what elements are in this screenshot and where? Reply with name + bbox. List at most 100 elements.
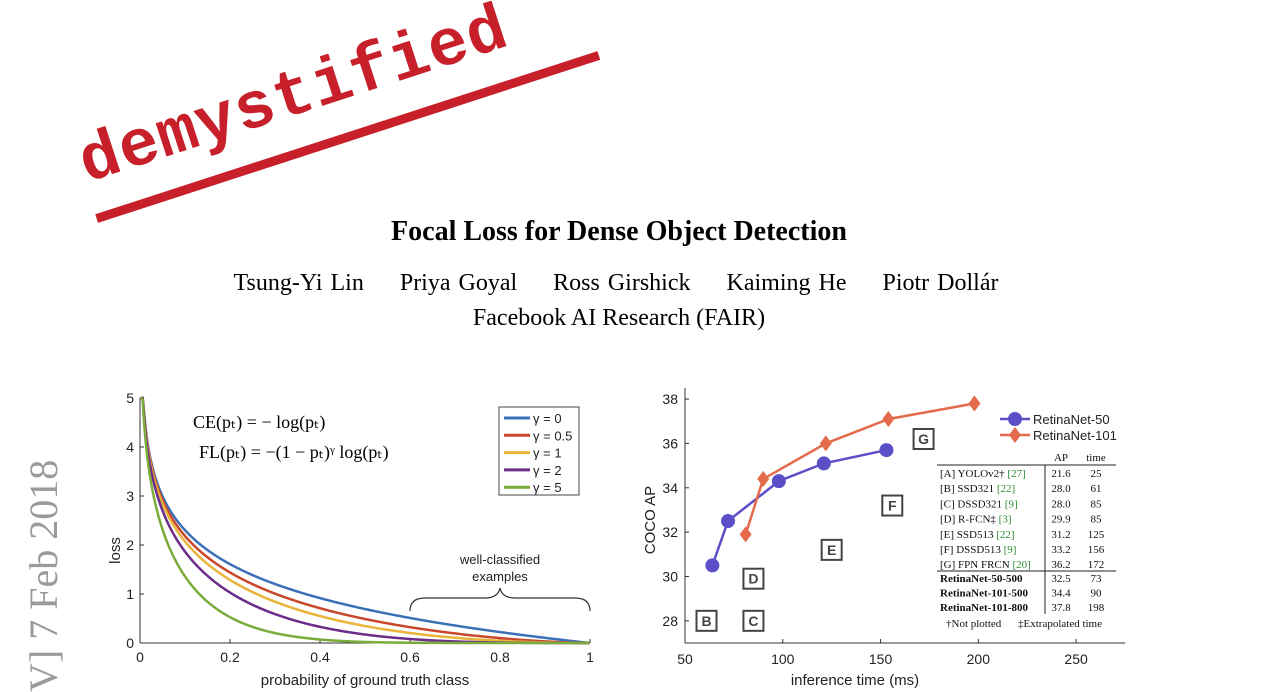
x-axis-label: probability of ground truth class <box>261 672 469 689</box>
table-method-name: [E] SSD513 <box>940 529 996 541</box>
y-tick-label: 5 <box>126 390 134 406</box>
data-point <box>816 456 831 471</box>
y-axis-label: COCO AP <box>642 486 659 554</box>
legend-label: γ = 2 <box>533 463 562 478</box>
x-tick-label: 0 <box>136 649 144 665</box>
table-ref: [9] <box>1004 544 1017 556</box>
y-tick-label: 4 <box>126 439 134 455</box>
table-ap: 33.2 <box>1051 544 1070 556</box>
table-ap: 36.2 <box>1051 559 1070 571</box>
series-line <box>140 396 590 645</box>
table-ap: 28.0 <box>1051 483 1071 495</box>
method-label: F <box>888 498 897 514</box>
table-method: [G] FPN FRCN [20] <box>940 559 1031 571</box>
y-tick-label: 3 <box>126 488 134 504</box>
table-time: 25 <box>1091 468 1103 480</box>
table-method-name: [A] YOLOv2† <box>940 468 1007 480</box>
y-tick-label: 0 <box>126 635 134 651</box>
table-ap: 34.4 <box>1051 588 1071 600</box>
annotation-text: examples <box>472 569 528 584</box>
series-line <box>711 448 887 566</box>
table-time: 90 <box>1091 588 1103 600</box>
table-time: 85 <box>1091 514 1103 526</box>
y-tick-label: 30 <box>662 568 678 584</box>
table-method-name: [B] SSD321 <box>940 483 997 495</box>
method-label: C <box>748 613 758 629</box>
series-line <box>140 396 590 645</box>
legend-label: RetinaNet-101 <box>1033 428 1117 443</box>
author: Piotr Dollár <box>882 270 999 296</box>
legend-label: γ = 5 <box>533 480 562 495</box>
table-ref: [22] <box>997 483 1015 495</box>
author: Kaiming He <box>726 270 847 296</box>
table-method: RetinaNet-50-500 <box>940 573 1023 585</box>
table-header: time <box>1086 452 1106 464</box>
y-tick-label: 28 <box>662 613 678 629</box>
x-tick-label: 200 <box>967 651 991 667</box>
table-ref: [20] <box>1012 559 1030 571</box>
x-tick-label: 250 <box>1064 651 1088 667</box>
y-tick-label: 38 <box>662 391 678 407</box>
legend-marker <box>1009 427 1021 443</box>
x-tick-label: 0.6 <box>400 649 420 665</box>
legend-label: γ = 1 <box>533 446 562 461</box>
author: Priya Goyal <box>399 270 518 296</box>
table-ref: [3] <box>999 514 1012 526</box>
table-ap: 31.2 <box>1051 529 1070 541</box>
x-tick-label: 50 <box>677 651 693 667</box>
table-method: RetinaNet-101-800 <box>940 602 1028 614</box>
y-tick-label: 34 <box>662 480 678 496</box>
x-tick-label: 0.8 <box>490 649 510 665</box>
data-point <box>739 526 752 543</box>
y-tick-label: 2 <box>126 537 134 553</box>
method-label: E <box>827 542 836 558</box>
table-footnote: ‡Extrapolated time <box>1018 618 1102 630</box>
table-method-name: [G] FPN FRCN <box>940 559 1012 571</box>
author-list: Tsung-Yi Lin Priya Goyal Ross Girshick K… <box>0 270 1232 297</box>
table-method-name: [F] DSSD513 <box>940 544 1004 556</box>
paper-title: Focal Loss for Dense Object Detection <box>391 216 847 247</box>
x-axis-label: inference time (ms) <box>791 672 919 689</box>
table-footnote: †Not plotted <box>946 618 1002 630</box>
legend-label: γ = 0 <box>533 411 562 426</box>
table-method: [D] R-FCN‡ [3] <box>940 514 1012 526</box>
data-point <box>705 558 720 573</box>
data-point <box>757 470 770 487</box>
method-marker <box>912 428 935 450</box>
x-tick-label: 1 <box>586 649 594 665</box>
legend-label: γ = 0.5 <box>533 428 572 443</box>
table-method: [C] DSSD321 [9] <box>940 498 1018 510</box>
method-marker <box>881 494 904 517</box>
data-point <box>771 474 786 489</box>
table-method: [A] YOLOv2† [27] <box>940 468 1026 480</box>
y-tick-label: 36 <box>662 435 678 451</box>
data-point <box>721 514 736 529</box>
x-tick-label: 150 <box>869 651 893 667</box>
table-method: [B] SSD321 [22] <box>940 483 1015 495</box>
table-ap: 32.5 <box>1051 573 1071 585</box>
method-marker <box>695 609 718 632</box>
annotation-brace <box>409 587 591 612</box>
method-label: G <box>918 431 929 447</box>
x-tick-label: 0.4 <box>310 649 330 665</box>
y-axis-label: loss <box>107 537 124 564</box>
table-method: [F] DSSD513 [9] <box>940 544 1016 556</box>
ce-formula: CE(pₜ) = − log(pₜ) <box>193 412 325 433</box>
method-marker <box>820 538 843 561</box>
table-ap: 28.0 <box>1051 498 1071 510</box>
series-line <box>140 396 590 645</box>
table-time: 172 <box>1088 559 1105 571</box>
table-ap: 37.8 <box>1051 602 1071 614</box>
fl-formula: FL(pₜ) = −(1 − pₜ)ᵞ log(pₜ) <box>199 442 389 463</box>
legend-marker <box>1008 412 1022 426</box>
table-time: 85 <box>1091 498 1103 510</box>
table-method-name: [D] R-FCN‡ <box>940 514 999 526</box>
legend-label: RetinaNet-50 <box>1033 412 1110 427</box>
legend-box <box>498 406 580 496</box>
table-method: [E] SSD513 [22] <box>940 529 1015 541</box>
y-tick-label: 32 <box>662 524 678 540</box>
method-marker <box>742 609 765 632</box>
table-ref: [22] <box>996 529 1014 541</box>
method-marker <box>742 567 765 590</box>
